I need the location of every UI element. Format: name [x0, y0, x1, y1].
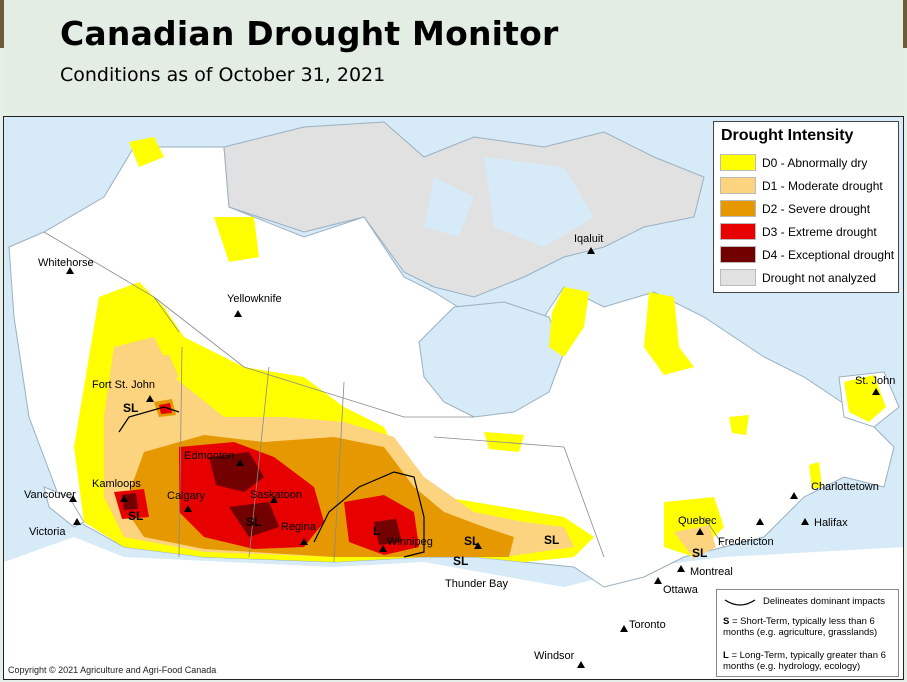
impact-label-l-manitoba: L [373, 524, 381, 538]
d4-sask [229, 502, 279, 537]
d3-bc-north [159, 403, 172, 414]
city-toronto: Toronto [629, 619, 666, 631]
legend-label-d4: D4 - Exceptional drought [762, 248, 895, 262]
city-winnipeg: Winnipeg [387, 536, 433, 548]
d4-manitoba [374, 519, 402, 545]
legend-item-d2: D2 - Severe drought [720, 200, 896, 218]
d4-kamloops [122, 493, 138, 510]
city-halifax: Halifax [814, 517, 848, 529]
legend-swatch-d3 [720, 223, 756, 240]
city-windsor: Windsor [534, 650, 575, 662]
arctic-water-1 [484, 157, 594, 247]
legend-label-not-analyzed: Drought not analyzed [762, 271, 877, 285]
drought-map: Whitehorse Yellowknife Iqaluit Fort St. … [3, 116, 904, 680]
city-ottawa: Ottawa [663, 584, 698, 596]
impact-notes: Delineates dominant impacts S = Short-Te… [716, 589, 899, 677]
legend-item-d1: D1 - Moderate drought [720, 177, 896, 195]
city-fort-st-john: Fort St. John [92, 379, 155, 391]
header-panel: Canadian Drought Monitor Conditions as o… [4, 0, 903, 112]
city-vancouver: Vancouver [24, 489, 76, 501]
legend-swatch-d2 [720, 200, 756, 217]
impact-label-sl-thunder-bay: SL [453, 554, 469, 568]
us-land [4, 537, 903, 679]
d0-pei [809, 462, 822, 489]
note-short-term-text: = Short-Term, typically less than 6 mont… [723, 616, 878, 638]
city-yellowknife: Yellowknife [227, 293, 282, 305]
city-st-john: St. John [855, 375, 896, 387]
city-thunder-bay: Thunder Bay [445, 578, 508, 590]
legend-swatch-d4 [720, 246, 756, 263]
impact-label-sl-saskatoon: SL [246, 515, 262, 529]
header-accent-right [903, 0, 907, 48]
hudson-bay [418, 301, 565, 418]
legend-item-d3: D3 - Extreme drought [720, 223, 896, 241]
city-whitehorse: Whitehorse [38, 257, 94, 269]
city-fredericton: Fredericton [718, 536, 774, 548]
legend: Drought Intensity D0 - Abnormally dry D1… [713, 121, 899, 293]
city-saskatoon: Saskatoon [250, 489, 302, 501]
d0-newfoundland [844, 375, 886, 422]
note-short-term-key: S [723, 616, 730, 627]
legend-label-d0: D0 - Abnormally dry [762, 156, 868, 170]
d0-labrador-south [729, 415, 749, 435]
note-line-label: Delineates dominant impacts [763, 596, 885, 607]
legend-item-not-analyzed: Drought not analyzed [720, 269, 896, 287]
page-title: Canadian Drought Monitor [60, 14, 559, 53]
city-edmonton: Edmonton [184, 450, 235, 462]
d0-ungava-west [549, 287, 589, 357]
impact-boundaries [118, 406, 425, 558]
city-calgary: Calgary [167, 490, 205, 502]
copyright: Copyright © 2021 Agriculture and Agri-Fo… [8, 665, 217, 675]
d0-nwt [214, 217, 259, 262]
d4-alberta [209, 452, 264, 492]
d0-ungava-east [644, 292, 694, 375]
impact-label-sl-bc-north: SL [123, 401, 139, 415]
legend-label-d2: D2 - Severe drought [762, 202, 871, 216]
legend-item-d4: D4 - Exceptional drought [720, 246, 896, 264]
city-quebec: Quebec [678, 515, 717, 527]
d1-quebec [674, 525, 716, 559]
city-victoria: Victoria [29, 526, 66, 538]
legend-swatch-d0 [720, 154, 756, 171]
header-accent-left [0, 0, 4, 48]
provincial-borders [43, 231, 725, 563]
city-montreal: Montreal [690, 566, 733, 578]
legend-item-d0: D0 - Abnormally dry [720, 154, 896, 172]
d1-fort-st-john [134, 355, 179, 387]
legend-swatch-d1 [720, 177, 756, 194]
impact-label-sl-kamloops: SL [128, 509, 144, 523]
legend-label-d3: D3 - Extreme drought [762, 225, 877, 239]
page-subtitle: Conditions as of October 31, 2021 [60, 64, 386, 86]
city-iqaluit: Iqaluit [574, 233, 604, 245]
arctic-water-2 [424, 177, 474, 237]
note-short-term: S = Short-Term, typically less than 6 mo… [723, 616, 895, 638]
impact-label-sl-ontario: SL [544, 533, 560, 547]
city-markers [66, 247, 880, 668]
d0-yukon-north [129, 137, 164, 167]
legend-label-d1: D1 - Moderate drought [762, 179, 883, 193]
note-long-term-key: L [723, 650, 729, 661]
city-kamloops: Kamloops [92, 478, 141, 490]
legend-swatch-not-analyzed [720, 269, 756, 286]
city-charlottetown: Charlottetown [811, 481, 879, 493]
legend-title: Drought Intensity [721, 127, 854, 144]
impact-line-icon [724, 599, 756, 606]
note-long-term: L = Long-Term, typically greater than 6 … [723, 650, 895, 672]
impact-label-sl-quebec: SL [692, 546, 708, 560]
impact-label-sl-manitoba: SL [464, 534, 480, 548]
city-regina: Regina [281, 521, 316, 533]
note-long-term-text: = Long-Term, typically greater than 6 mo… [723, 650, 886, 672]
